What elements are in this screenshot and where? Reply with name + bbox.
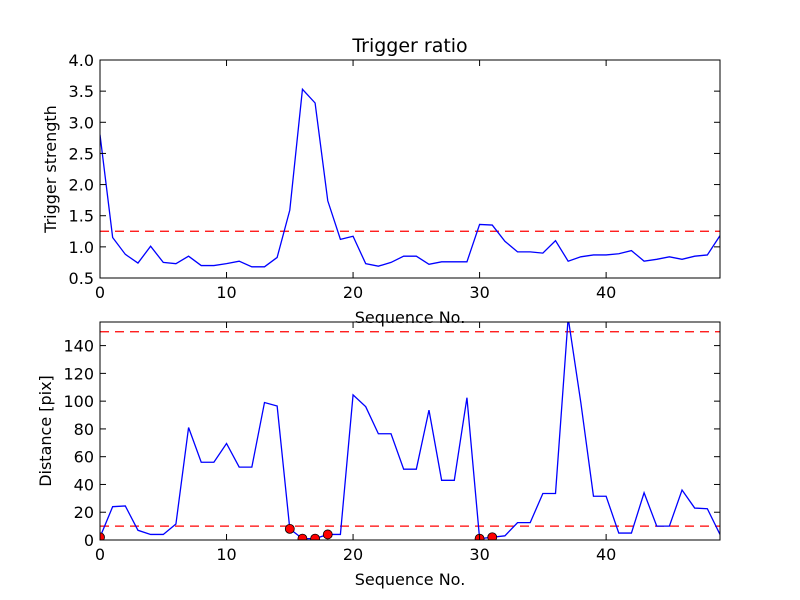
chart-title: Trigger ratio — [351, 35, 467, 57]
y-tick-label: 3.5 — [69, 82, 94, 101]
x-tick-label: 40 — [596, 545, 616, 564]
x-tick-label: 40 — [596, 283, 616, 302]
x-tick-label: 30 — [469, 545, 489, 564]
x-tick-label: 30 — [469, 283, 489, 302]
distance-axis-ticks: 0 10 20 30 40 0 20 40 60 80 100 120 140 — [63, 322, 720, 564]
y-tick-label: 1.0 — [69, 238, 94, 257]
y-axis-label: Trigger strength — [41, 105, 60, 234]
x-tick-label: 0 — [95, 283, 105, 302]
x-tick-label: 0 — [95, 545, 105, 564]
x-tick-label: 20 — [343, 545, 363, 564]
distance-marker-point — [322, 529, 333, 540]
distance-marker-point — [310, 533, 321, 540]
x-tick-label: 20 — [343, 283, 363, 302]
y-tick-label: 20 — [74, 503, 94, 522]
trigger-plot-frame — [99, 59, 721, 279]
y-tick-label: 60 — [74, 448, 94, 467]
distance-series-group — [100, 322, 720, 540]
x-axis-label: Sequence No. — [355, 570, 466, 589]
distance-plot-frame — [99, 321, 721, 541]
distance-series-line — [100, 322, 720, 540]
y-tick-label: 1.5 — [69, 207, 94, 226]
y-tick-label: 0 — [84, 531, 94, 550]
x-tick-label: 10 — [216, 283, 236, 302]
trigger-series-group — [100, 87, 720, 268]
y-tick-label: 120 — [63, 364, 94, 383]
trigger-ratio-plot: Trigger ratio 0 10 20 30 40 0.5 1.0 1.5 2.0 2.5 3.… — [41, 35, 721, 327]
y-tick-label: 100 — [63, 392, 94, 411]
y-tick-label: 0.5 — [69, 269, 94, 288]
y-tick-label: 2.5 — [69, 144, 94, 163]
y-axis-label: Distance [pix] — [36, 375, 55, 487]
distance-marker-point — [100, 532, 105, 540]
distance-plot: 0 10 20 30 40 0 20 40 60 80 100 120 140 Sequence No.… — [36, 321, 721, 589]
y-tick-label: 80 — [74, 420, 94, 439]
trigger-axis-ticks: 0 10 20 30 40 0.5 1.0 1.5 2.0 2.5 3.0 3.5 4.0 — [69, 51, 720, 302]
trigger-series-line — [100, 87, 720, 268]
y-tick-label: 4.0 — [69, 51, 94, 70]
distance-marker-point — [284, 523, 295, 534]
y-tick-label: 140 — [63, 337, 94, 356]
x-tick-label: 10 — [216, 545, 236, 564]
distance-marker-point — [297, 533, 308, 540]
x-axis-label: Sequence No. — [355, 308, 466, 327]
y-tick-label: 3.0 — [69, 113, 94, 132]
y-tick-label: 40 — [74, 475, 94, 494]
distance-marker-point — [487, 532, 498, 540]
y-tick-label: 2.0 — [69, 176, 94, 195]
